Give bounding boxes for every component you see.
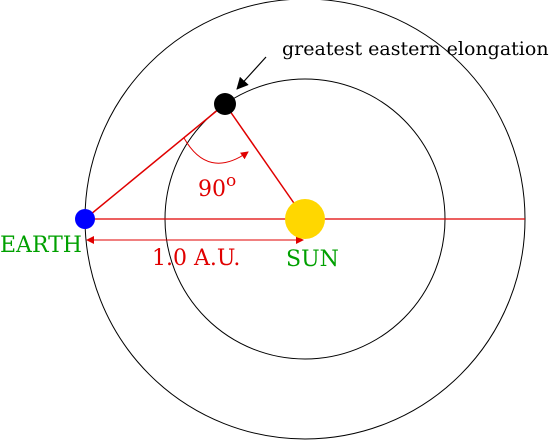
angle-value: 90: [198, 177, 226, 202]
earth-body: [75, 209, 95, 229]
annotation-label: greatest eastern elongation: [282, 38, 549, 60]
right-angle-arc: [184, 138, 248, 163]
planet-body: [214, 93, 236, 115]
earth-label: EARTH: [0, 233, 82, 258]
distance-label: 1.0 A.U.: [152, 246, 240, 271]
sun-label: SUN: [286, 247, 339, 272]
angle-label: 90o: [198, 171, 236, 202]
sun-body: [285, 199, 325, 239]
planet-sun-line: [225, 104, 305, 219]
annotation-arrow: [237, 57, 266, 89]
angle-degree-symbol: o: [226, 171, 236, 191]
